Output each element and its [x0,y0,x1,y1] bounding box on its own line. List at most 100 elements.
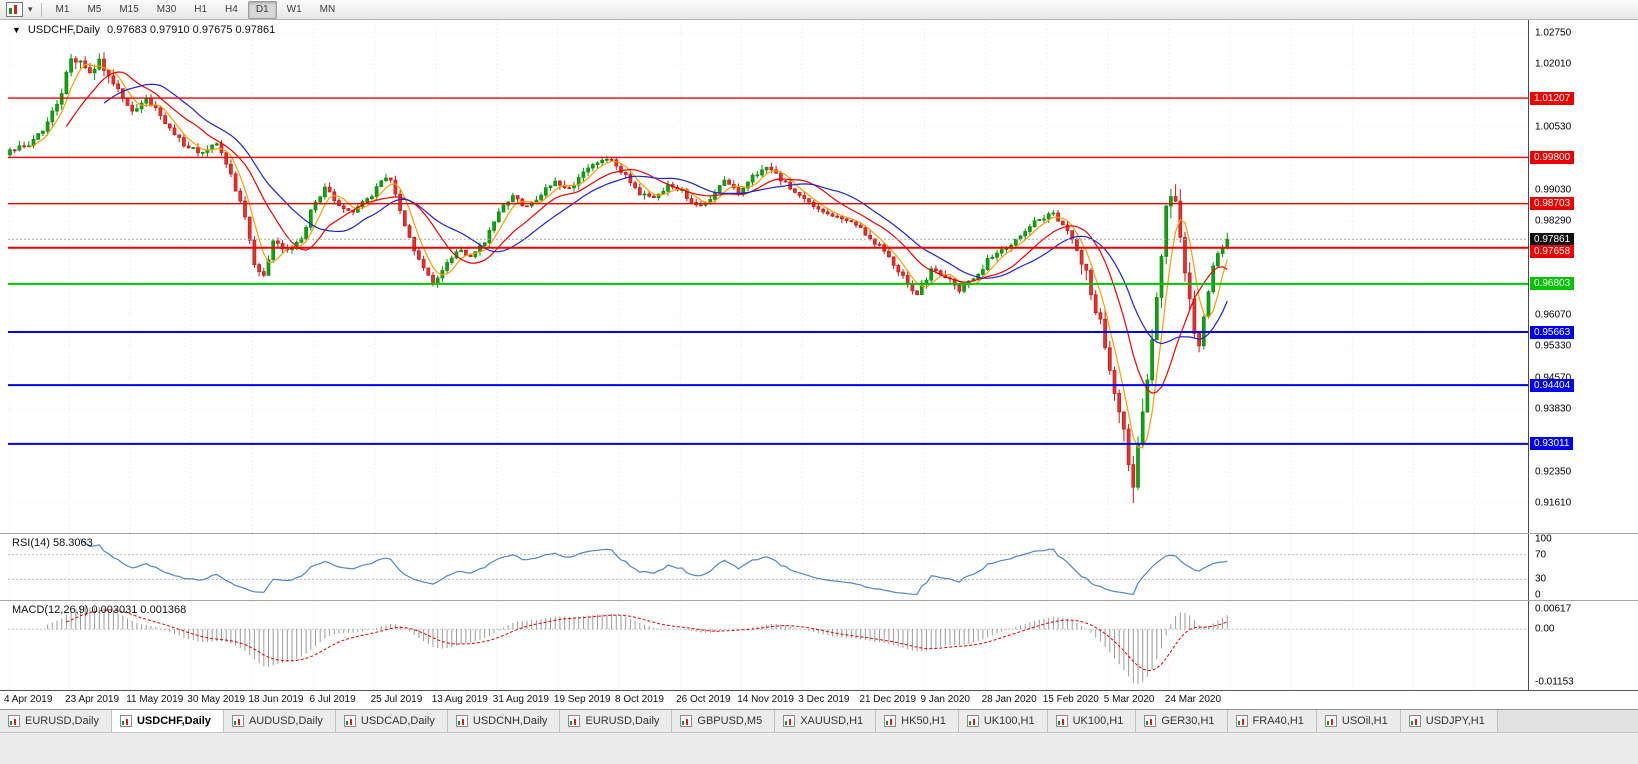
price-tag: 0.99800 [1530,150,1575,164]
timeframe-button-w1[interactable]: W1 [286,3,302,15]
pane-divider[interactable] [0,533,1638,534]
chart-tab-icon [884,715,897,727]
chart-tab-usdcnh-daily[interactable]: USDCNH,Daily [447,710,561,732]
date-label: 3 Dec 2019 [798,694,850,705]
rsi-plot[interactable] [8,534,1528,600]
chart-tab-fra40-h1[interactable]: FRA40,H1 [1227,710,1317,732]
chart-tab-icon [1144,715,1157,727]
price-tag: 0.97658 [1530,244,1575,258]
timeframe-button-h1[interactable]: H1 [194,3,208,15]
chart-tab-label: XAUUSD,H1 [800,715,864,727]
timeframe-buttons: M1 M5 M15 M30 H1 H4 D1 W1 MN [47,0,345,19]
chart-tab-label: USDJPY,H1 [1425,715,1485,727]
macd-histogram [47,607,1228,684]
price-tag: 0.93011 [1530,437,1574,451]
date-label: 25 Jul 2019 [370,694,423,705]
date-label: 23 Apr 2019 [65,694,120,705]
chart-tab-eurusd-daily[interactable]: EURUSD,Daily [560,710,673,732]
chart-tab-icon [119,715,132,727]
time-axis[interactable]: 4 Apr 2019 23 Apr 2019 11 May 2019 30 May 2… [0,691,1638,709]
chart-tab-gbpusd-m5[interactable]: GBPUSD,M5 [672,710,776,732]
rsi-pane: 100 70 30 0 RSI(14) 58.3063 [0,534,1638,601]
timeframe-button-d1[interactable]: D1 [247,0,277,19]
macd-plot[interactable] [8,601,1528,690]
chart-tab-icon [1055,715,1068,727]
date-label: 19 Sep 2019 [553,694,611,705]
chart-tab-usoil-h1[interactable]: USOil,H1 [1316,710,1401,732]
chart-tab-usdcad-daily[interactable]: USDCAD,Daily [335,710,448,732]
ma-line-fast [28,63,1228,448]
timeframe-button-m1[interactable]: M1 [55,3,70,15]
chart-tab-label: HK50,H1 [901,715,946,727]
chart-bottom-border [0,690,1638,691]
rsi-label: RSI(14) 58.3063 [12,537,93,549]
chart-tab-icon [455,715,468,727]
chart-tab-label: UK100,H1 [983,715,1035,727]
date-label: 11 May 2019 [126,694,184,705]
chart-tab-uk100-h1[interactable]: UK100,H1 [1047,710,1137,732]
price-axis[interactable]: 1.027501.020101.005300.990300.982900.975… [1528,20,1638,533]
chart-tab-eurusd-daily[interactable]: EURUSD,Daily [0,710,112,732]
pane-divider[interactable] [0,600,1638,601]
date-label: 13 Aug 2019 [431,694,488,705]
rsi-tick: 0 [1535,589,1541,601]
date-label: 8 Oct 2019 [615,694,664,705]
timeframe-button-h4[interactable]: H4 [225,3,238,15]
chart-tab-audusd-daily[interactable]: AUDUSD,Daily [223,710,336,732]
price-tick: 0.92350 [1535,466,1572,478]
price-tick: 0.99030 [1535,184,1572,196]
chart-tab-label: EURUSD,Daily [25,715,99,727]
chart-tab-label: FRA40,H1 [1252,715,1304,727]
macd-signal-line [66,609,1228,672]
chart-tab-icon [568,715,581,727]
chart-header: ▼ USDCHF,Daily 0.97683 0.97910 0.97675 0… [12,24,275,36]
timeframe-button-m30[interactable]: M30 [156,3,177,15]
timeframe-button-mn[interactable]: MN [319,3,336,15]
chart-tab-label: USOil,H1 [1341,715,1388,727]
chart-tab-label: USDCNH,Daily [472,715,548,727]
macd-tick: -0.01153 [1535,676,1574,688]
chart-workspace: 1.027501.020101.005300.990300.982900.975… [0,20,1638,764]
price-tag: 0.97861 [1530,232,1575,246]
chart-type-icon[interactable] [6,2,23,17]
rsi-axis[interactable]: 100 70 30 0 [1528,534,1638,601]
price-tick: 1.02750 [1535,27,1572,39]
macd-axis[interactable]: 0.00617 0.00 -0.01153 [1528,601,1638,690]
rsi-tick: 70 [1535,549,1547,561]
macd-label: MACD(12,26,9) 0.003031 0.001368 [12,604,187,616]
price-tick: 0.93830 [1535,403,1572,415]
chart-tab-ger30-h1[interactable]: GER30,H1 [1136,710,1228,732]
timeframe-button-m15[interactable]: M15 [119,3,139,15]
chart-tab-icon [783,715,796,727]
price-tick: 1.00530 [1535,121,1572,133]
date-label: 26 Oct 2019 [676,694,731,705]
date-label: 21 Dec 2019 [859,694,917,705]
price-plot[interactable] [8,20,1528,533]
price-tag: 0.94404 [1530,378,1575,392]
chart-tab-uk100-h1[interactable]: UK100,H1 [958,710,1048,732]
chart-tab-usdjpy-h1[interactable]: USDJPY,H1 [1400,710,1498,732]
price-tag: 0.95663 [1530,325,1575,339]
toolbar-separator [40,2,42,17]
ma-line-slow [103,83,1228,345]
chart-tab-icon [1408,715,1421,727]
chart-menu-icon[interactable]: ▼ [12,25,21,35]
rsi-line [80,538,1228,596]
chart-dropdown-icon[interactable]: ▾ [28,4,33,14]
chart-tab-icon [8,715,20,727]
chart-ohlc-values: 0.97683 0.97910 0.97675 0.97861 [107,24,276,36]
macd-tick: 0.00 [1535,623,1555,635]
date-label: 31 Aug 2019 [492,694,549,705]
chart-tab-hk50-h1[interactable]: HK50,H1 [876,710,959,732]
chart-tab-icon [231,715,244,727]
chart-tab-icon [966,715,979,727]
date-label: 18 Jun 2019 [248,694,304,705]
price-tick: 0.95330 [1535,340,1572,352]
chart-tab-xauusd-h1[interactable]: XAUUSD,H1 [775,710,877,732]
chart-tab-usdchf-daily[interactable]: USDCHF,Daily [111,710,224,732]
timeframe-button-m5[interactable]: M5 [87,3,102,15]
chart-tab-label: GER30,H1 [1161,715,1215,727]
chart-tab-label: EURUSD,Daily [585,715,660,727]
rsi-tick: 30 [1535,573,1547,585]
chart-tab-icon [1324,715,1337,727]
